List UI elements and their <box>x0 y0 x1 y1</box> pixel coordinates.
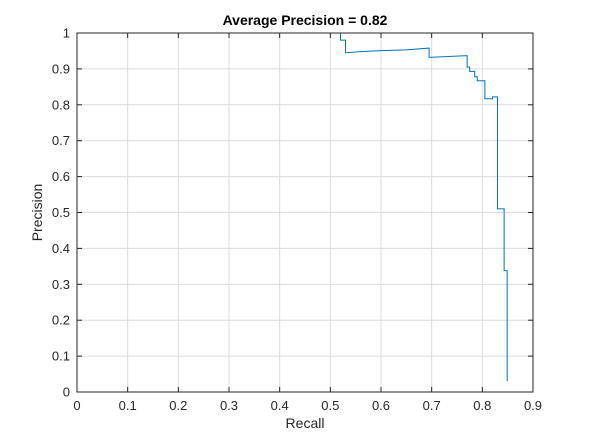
x-tick-label: 0 <box>73 398 80 413</box>
x-axis-title: Recall <box>286 415 325 431</box>
tick-labels: 0 0.1 0.2 0.3 0.4 0.5 0.6 0.7 0.8 0.9 0 0.1 0.2 0.3 0.… <box>52 26 542 414</box>
y-tick-label: 0.9 <box>52 61 70 76</box>
x-tick-label: 0.4 <box>271 398 289 413</box>
x-tick-label: 0.3 <box>220 398 238 413</box>
y-tick-label: 0.4 <box>52 241 70 256</box>
x-tick-label: 0.9 <box>524 398 542 413</box>
y-tick-label: 0.5 <box>52 205 70 220</box>
x-tick-label: 0.6 <box>372 398 390 413</box>
y-tick-label: 0.3 <box>52 277 70 292</box>
y-tick-label: 0.7 <box>52 133 70 148</box>
series-layer <box>77 32 508 382</box>
x-tick-label: 0.8 <box>473 398 491 413</box>
x-tick-label: 0.7 <box>423 398 441 413</box>
ticks <box>76 32 534 393</box>
x-tick-label: 0.2 <box>169 398 187 413</box>
chart-title: Average Precision = 0.82 <box>223 12 388 28</box>
y-tick-label: 0.2 <box>52 313 70 328</box>
x-tick-label: 0.5 <box>321 398 339 413</box>
y-tick-label: 0.8 <box>52 97 70 112</box>
y-tick-label: 0.1 <box>52 349 70 364</box>
precision-recall-curve <box>77 32 508 382</box>
y-tick-label: 1 <box>63 26 70 41</box>
y-tick-label: 0.6 <box>52 169 70 184</box>
x-tick-label: 0.1 <box>119 398 137 413</box>
y-axis-title: Precision <box>29 184 45 242</box>
y-tick-label: 0 <box>63 385 70 400</box>
